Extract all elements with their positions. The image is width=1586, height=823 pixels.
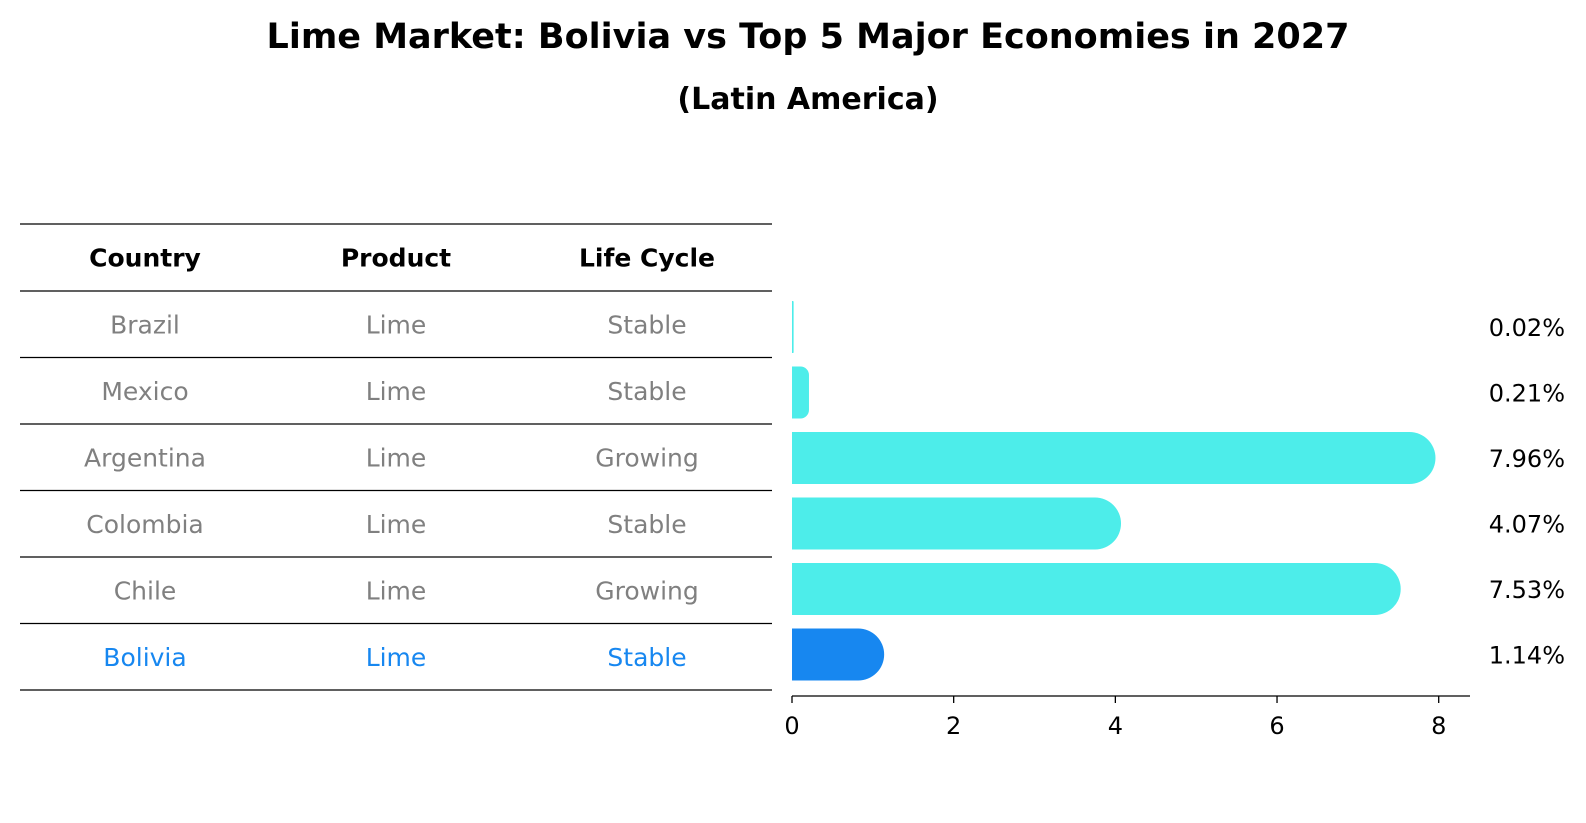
data-table: Country Product Life Cycle Brazil Lime Stable… [20, 223, 772, 691]
bar-mexico [792, 366, 809, 419]
table-cell: Stable [607, 643, 686, 672]
bar-chile [792, 563, 1401, 615]
chart-title: Lime Market: Bolivia vs Top 5 Major Econ… [267, 17, 1350, 57]
x-tick-label: 0 [784, 712, 799, 740]
bar-argentina [792, 432, 1436, 484]
bar-colombia [792, 497, 1122, 550]
bar-series: 0.02% 0.21% 7.96% 4.07% 7.53% 1.14% [792, 301, 1565, 681]
bar-value-label: 7.53% [1489, 576, 1565, 604]
table-header-cell: Country [89, 244, 201, 273]
table-cell: Stable [607, 377, 686, 406]
x-tick-label: 2 [946, 712, 961, 740]
table-cell: Lime [366, 443, 427, 472]
table-cell: Stable [607, 310, 686, 339]
table-cell: Growing [595, 576, 699, 605]
table-header-cell: Life Cycle [579, 244, 715, 273]
bar-value-label: 7.96% [1489, 445, 1565, 473]
x-tick-label: 8 [1431, 712, 1446, 740]
table-cell: Colombia [86, 510, 203, 539]
table-cell: Lime [366, 310, 427, 339]
table-cell: Growing [595, 443, 699, 472]
x-tick-label: 4 [1108, 712, 1123, 740]
bar-value-label: 0.21% [1489, 380, 1565, 408]
table-cell: Chile [114, 576, 177, 605]
table-cell: Mexico [101, 377, 188, 406]
table-header-cell: Product [341, 244, 451, 273]
table-cell: Lime [366, 643, 427, 672]
table-cell: Argentina [84, 443, 206, 472]
chart-subtitle: (Latin America) [677, 82, 938, 117]
x-tick-label: 6 [1269, 712, 1284, 740]
table-cell: Stable [607, 510, 686, 539]
table-cell: Lime [366, 510, 427, 539]
table-cell: Lime [366, 576, 427, 605]
bar-bolivia [792, 628, 885, 681]
bar-value-label: 0.02% [1489, 314, 1565, 342]
bar-value-label: 4.07% [1489, 511, 1565, 539]
table-cell: Bolivia [103, 643, 186, 672]
bar-brazil [792, 301, 794, 353]
table-cell: Lime [366, 377, 427, 406]
table-cell: Brazil [110, 310, 180, 339]
x-axis: 0 2 4 6 8 [784, 695, 1470, 740]
bar-value-label: 1.14% [1489, 642, 1565, 670]
